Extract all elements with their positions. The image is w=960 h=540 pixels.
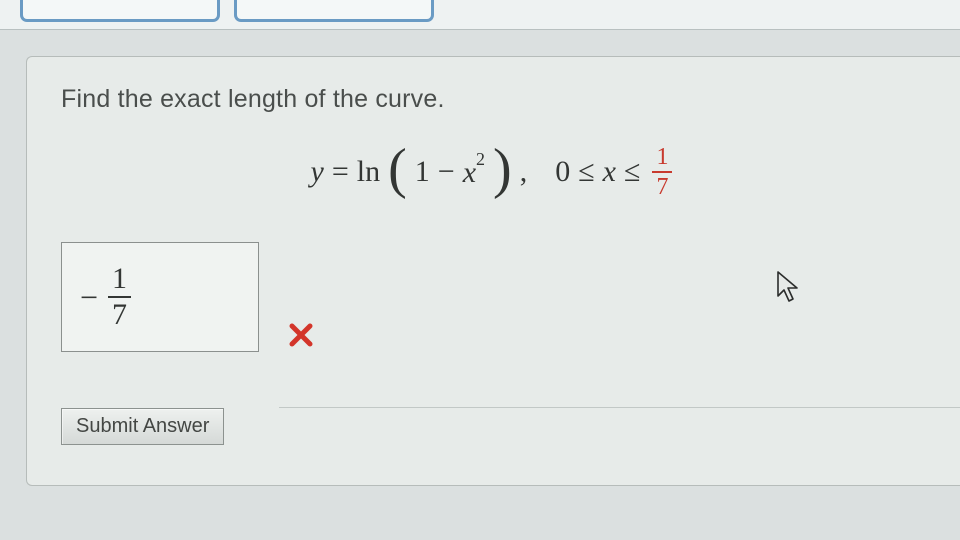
fraction-numerator: 1 [652, 145, 672, 171]
domain-lower: 0 [555, 155, 570, 189]
top-tab[interactable] [20, 0, 220, 22]
question-prompt: Find the exact length of the curve. [61, 85, 926, 114]
divider [279, 407, 960, 408]
domain-upper-fraction: 1 7 [652, 145, 672, 199]
cursor-icon [776, 270, 802, 309]
answer-numerator: 1 [108, 264, 131, 296]
top-bar [0, 0, 960, 30]
answer-fraction: 1 7 [108, 264, 131, 330]
inner-op: − [438, 155, 455, 189]
le-sign: ≤ [624, 155, 640, 189]
submit-answer-button[interactable]: Submit Answer [61, 408, 224, 445]
answer-input[interactable]: − 1 7 [61, 242, 259, 352]
right-paren: ) [493, 150, 512, 189]
answer-denominator: 7 [108, 298, 131, 330]
submit-row: Submit Answer [61, 408, 926, 445]
inner-exponent: 2 [476, 149, 485, 169]
comma: , [520, 155, 528, 189]
question-card: Find the exact length of the curve. y = … [26, 56, 960, 486]
left-paren: ( [388, 150, 407, 189]
top-tab[interactable] [234, 0, 434, 22]
fraction-denominator: 7 [652, 173, 672, 199]
equation: y = ln ( 1 − x2 ) , 0 ≤ x ≤ 1 7 [61, 132, 926, 212]
top-tabs [0, 0, 960, 29]
domain-var: x [603, 155, 616, 189]
inner-var-letter: x [463, 156, 476, 189]
answer-sign: − [80, 279, 98, 316]
equation-lhs: y [311, 155, 324, 189]
equals-sign: = [332, 155, 349, 189]
inner-const: 1 [415, 155, 430, 189]
le-sign: ≤ [578, 155, 594, 189]
inner-var: x2 [463, 155, 485, 190]
function-name: ln [357, 155, 380, 189]
wrong-icon [287, 321, 315, 354]
